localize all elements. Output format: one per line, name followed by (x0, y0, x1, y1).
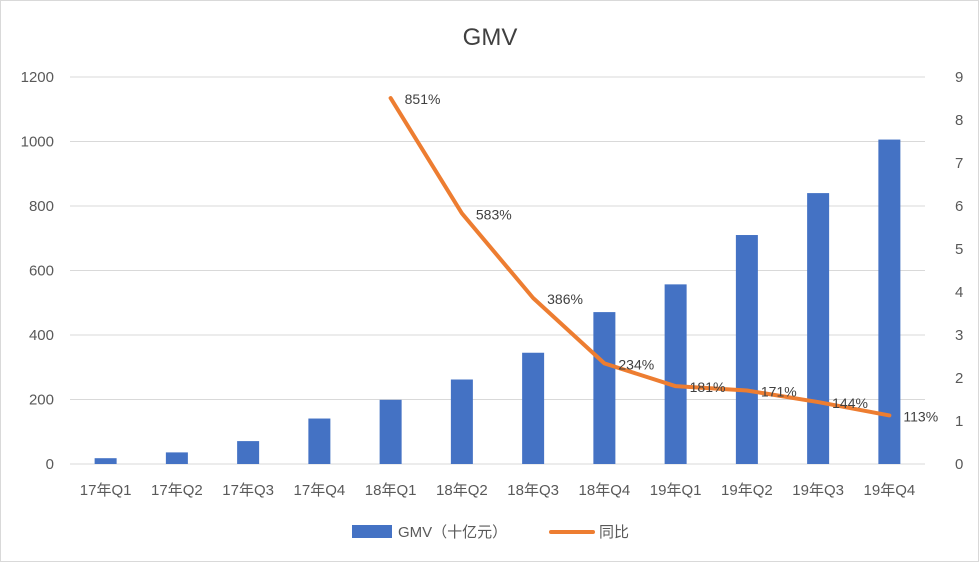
data-label: 171% (761, 383, 797, 399)
y-left-tick-label: 800 (29, 198, 54, 215)
y-right-tick-label: 6 (955, 198, 963, 215)
x-tick-label: 18年Q3 (507, 482, 559, 499)
y-right-tick-label: 2 (955, 370, 963, 387)
bar (522, 352, 545, 464)
data-label: 851% (405, 91, 441, 107)
legend-swatch-gmv (352, 525, 392, 538)
legend-label-gmv: GMV（十亿元） (398, 524, 507, 541)
y-left-tick-label: 0 (46, 456, 54, 473)
x-tick-label: 19年Q4 (864, 482, 916, 499)
data-label: 583% (476, 206, 512, 222)
data-label: 113% (903, 408, 938, 424)
y-left-tick-label: 1000 (21, 134, 54, 151)
data-label: 144% (832, 395, 868, 411)
chart-title: GMV (463, 24, 518, 51)
y-left-tick-label: 400 (29, 327, 54, 344)
line-series (388, 96, 892, 418)
bar (379, 399, 402, 464)
x-axis: 17年Q1 17年Q2 17年Q3 17年Q4 18年Q1 18年Q2 18年Q3 18年Q4… (80, 482, 915, 499)
y-left-tick-label: 600 (29, 263, 54, 280)
x-tick-label: 17年Q3 (222, 482, 274, 499)
data-label: 181% (690, 379, 726, 395)
y-right-tick-label: 5 (955, 241, 963, 258)
left-axis: 0 200 400 600 800 1000 1200 (21, 69, 54, 473)
y-right-tick-label: 7 (955, 155, 963, 172)
bar (165, 452, 188, 464)
x-tick-label: 17年Q4 (294, 482, 346, 499)
data-label: 386% (547, 291, 583, 307)
y-right-tick-label: 8 (955, 112, 963, 129)
y-right-tick-label: 9 (955, 69, 963, 86)
x-tick-label: 19年Q3 (792, 482, 844, 499)
bar (878, 139, 901, 464)
y-left-tick-label: 200 (29, 392, 54, 409)
yoy-line (388, 96, 892, 418)
bar (807, 193, 830, 464)
x-tick-label: 19年Q1 (650, 482, 702, 499)
legend-label-yoy: 同比 (599, 524, 629, 541)
bar (593, 312, 616, 464)
right-axis: 0 1 2 3 4 5 6 7 8 9 (955, 69, 963, 473)
data-label: 234% (618, 356, 654, 372)
gridlines (70, 76, 925, 465)
x-tick-label: 19年Q2 (721, 482, 773, 499)
x-tick-label: 18年Q4 (579, 482, 631, 499)
x-tick-label: 17年Q1 (80, 482, 132, 499)
legend: GMV（十亿元） 同比 (352, 524, 629, 541)
y-right-tick-label: 1 (955, 413, 963, 430)
bar-series (94, 139, 901, 464)
x-tick-label: 18年Q2 (436, 482, 488, 499)
bar (308, 418, 331, 464)
bar (735, 235, 758, 464)
x-tick-label: 18年Q1 (365, 482, 417, 499)
y-left-tick-label: 1200 (21, 69, 54, 86)
bar (450, 379, 473, 464)
y-right-tick-label: 4 (955, 284, 963, 301)
x-tick-label: 17年Q2 (151, 482, 203, 499)
bar (237, 441, 260, 464)
y-right-tick-label: 0 (955, 456, 963, 473)
data-labels: 851% 583% 386% 234% 181% 171% 144% 113% (405, 91, 939, 424)
bar (94, 458, 117, 464)
bar (664, 284, 687, 464)
y-right-tick-label: 3 (955, 327, 963, 344)
